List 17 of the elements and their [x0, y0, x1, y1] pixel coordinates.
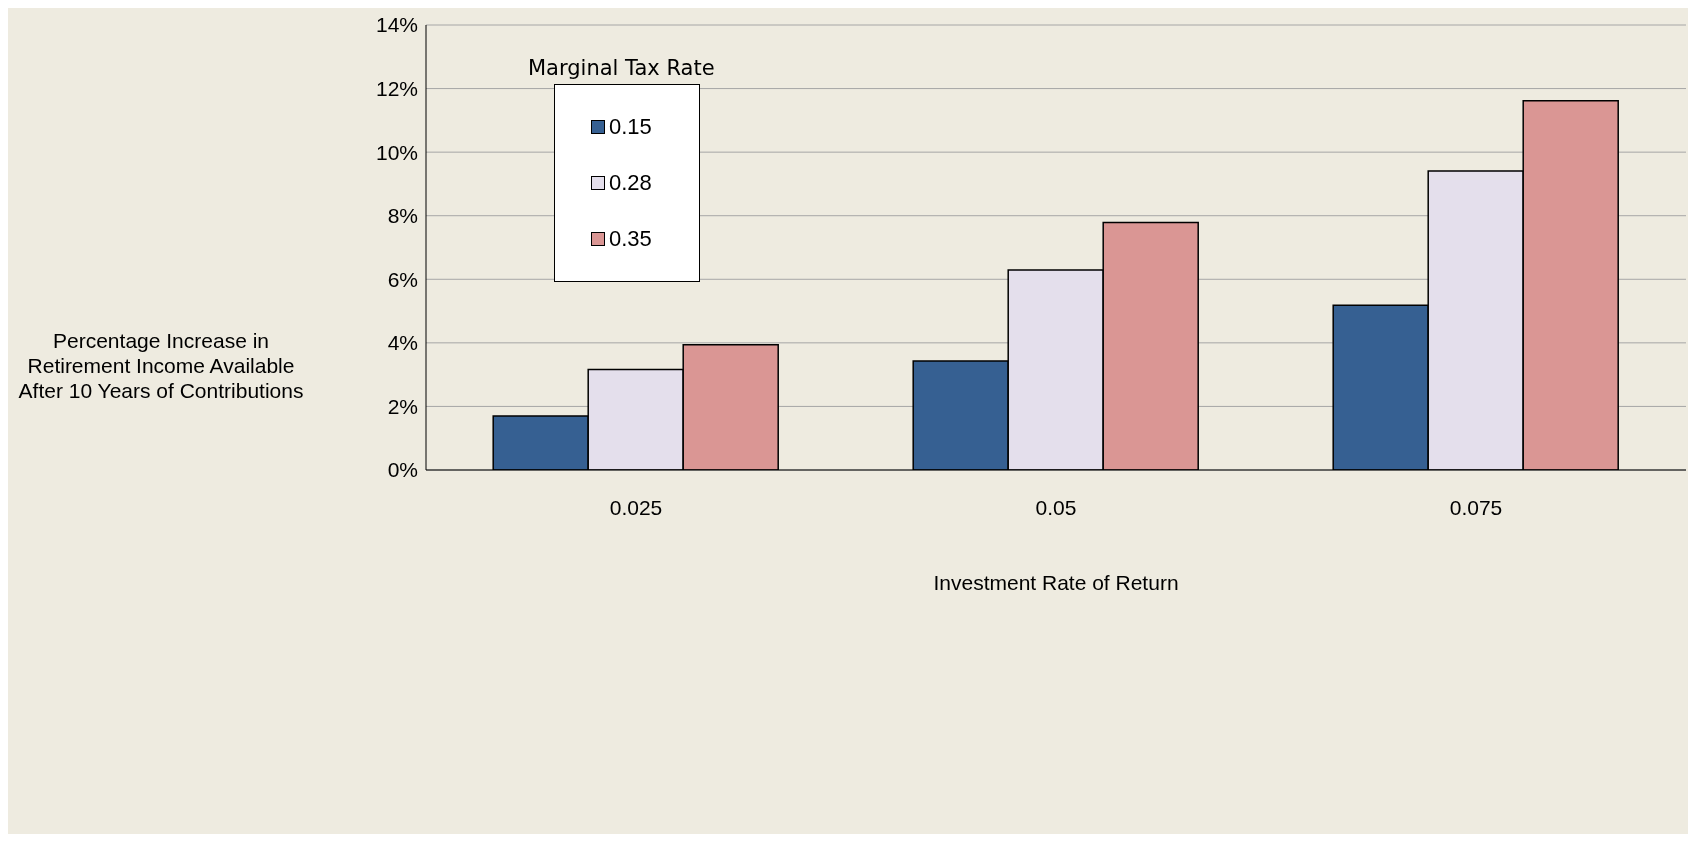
y-tick-label: 0% [387, 458, 418, 482]
y-tick-label: 8% [387, 204, 418, 228]
legend-title: Marginal Tax Rate [528, 56, 715, 80]
legend-label: 0.28 [608, 169, 653, 197]
legend-label: 0.35 [608, 225, 653, 253]
y-tick-label: 6% [387, 267, 418, 291]
y-tick-label: 4% [387, 331, 418, 355]
x-axis-title: Investment Rate of Return [933, 571, 1179, 594]
y-axis-title: Percentage Increase in Retirement Income Available After 10 Years of Contributions [17, 328, 305, 403]
x-tick-label: 0.025 [609, 495, 663, 519]
y-tick-label: 14% [375, 13, 418, 37]
legend-label: 0.15 [608, 113, 653, 141]
x-tick-label: 0.05 [1035, 495, 1077, 519]
y-tick-label: 12% [375, 77, 418, 101]
y-tick-label: 10% [375, 140, 418, 164]
y-tick-label: 2% [387, 394, 418, 418]
x-tick-label: 0.075 [1449, 495, 1503, 519]
